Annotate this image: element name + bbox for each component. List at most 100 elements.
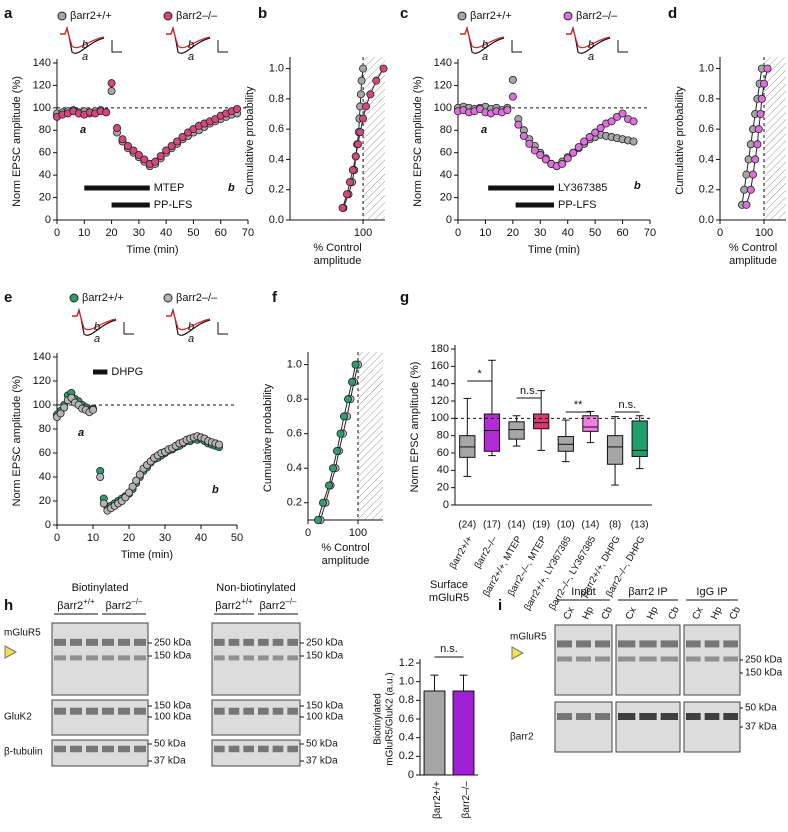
size-marker: 250 kDa: [154, 638, 192, 649]
band: [54, 707, 66, 715]
blot: [615, 701, 681, 753]
marker: [596, 124, 605, 133]
band: [228, 745, 240, 753]
band: [686, 640, 701, 648]
marker: [102, 108, 111, 117]
bar: [452, 690, 475, 776]
band: [576, 713, 591, 720]
genotype-superscript: +/+: [83, 597, 95, 606]
y-tick-label: 0.6: [269, 123, 284, 135]
y-tick-label: 0: [443, 499, 449, 511]
band: [214, 655, 225, 661]
trace-label: a: [94, 333, 100, 345]
band: [704, 640, 720, 648]
y-tick-label: 0.0: [269, 214, 284, 226]
x-axis-label: Time (min): [126, 244, 178, 256]
genotype-label: βarr2+/+: [215, 597, 253, 612]
y-tick-label: 60: [437, 447, 449, 459]
y-tick-label: 100: [33, 399, 51, 411]
size-marker: 250 kDa: [306, 638, 344, 649]
y-tick-label: 1.2: [399, 657, 414, 669]
band: [258, 707, 269, 715]
marker: [338, 203, 347, 212]
size-marker: 250 kDa: [745, 655, 783, 666]
band: [557, 713, 572, 720]
band: [272, 638, 284, 646]
band: [228, 638, 240, 646]
marker: [629, 117, 638, 126]
series-line: [320, 364, 359, 521]
band: [102, 745, 114, 753]
band: [70, 745, 82, 753]
x-tick-label: 60: [215, 227, 227, 239]
trace-label: a: [588, 51, 594, 63]
band: [618, 713, 636, 720]
shaded-region: [764, 57, 786, 220]
panel-label: a: [4, 5, 13, 22]
x-axis-label: amplitude: [322, 555, 370, 567]
significance-label: **: [574, 399, 583, 411]
drug-label: MTEP: [154, 182, 185, 194]
row-label: βarr2: [510, 732, 534, 743]
marker: [503, 106, 512, 115]
n-label: (14): [582, 520, 600, 531]
marker: [618, 109, 627, 118]
y-tick-label: 0.6: [699, 123, 714, 135]
x-tick-label: 40: [160, 227, 172, 239]
marker: [128, 482, 137, 491]
marker: [525, 139, 534, 148]
marker: [356, 90, 365, 99]
legend-marker: [69, 293, 79, 303]
marker: [508, 75, 517, 84]
y-tick-label: 0.4: [699, 153, 714, 165]
y-tick-label: 40: [437, 464, 449, 476]
x-tick-label: 100: [755, 227, 773, 239]
n-label: (8): [609, 520, 621, 531]
lane-label: Hp: [709, 605, 725, 622]
marker: [746, 140, 755, 149]
band: [595, 656, 610, 662]
y-tick-label: 1.0: [699, 62, 714, 74]
y-tick-label: 120: [33, 79, 51, 91]
trace: [166, 27, 211, 49]
x-tick-label: 0: [455, 227, 461, 239]
size-marker: 100 kDa: [306, 712, 344, 723]
marker: [178, 133, 187, 142]
y-tick-label: 40: [39, 169, 51, 181]
row-label: β-tubulin: [4, 747, 43, 758]
y-axis-label: Biotinylated: [373, 693, 384, 745]
drug-label: PP-LFS: [154, 199, 193, 211]
marker: [347, 377, 356, 386]
marker: [366, 90, 375, 99]
row-label: mGluR5: [4, 628, 41, 639]
y-axis-label: Norm EPSC amplitude (%): [11, 376, 23, 507]
marker: [140, 155, 149, 164]
marker: [754, 125, 763, 134]
marker: [574, 143, 583, 152]
marker: [173, 137, 182, 146]
annotation: b: [228, 182, 235, 194]
band: [243, 638, 254, 646]
lane-label: Cx: [690, 606, 705, 622]
n-label: (17): [483, 520, 501, 531]
band: [102, 638, 114, 646]
x-tick-label: 60: [616, 227, 628, 239]
legend-marker: [163, 11, 173, 21]
marker: [744, 155, 753, 164]
panel-label: d: [668, 5, 677, 22]
x-tick-label: 10: [78, 227, 90, 239]
legend-marker: [163, 293, 173, 303]
marker: [749, 170, 758, 179]
marker: [563, 154, 572, 163]
genotype-superscript: –/–: [131, 597, 143, 606]
band: [639, 656, 657, 662]
group-title: Biotinylated: [72, 582, 129, 594]
y-tick-label: 60: [39, 147, 51, 159]
y-tick-label: 0.2: [287, 497, 302, 509]
genotype-superscript: +/+: [241, 597, 253, 606]
panel-label: g: [400, 289, 409, 306]
x-tick-label: βarr2–/–: [461, 781, 472, 819]
panel-label: c: [400, 5, 408, 22]
y-axis-label: Norm EPSC amplitude (%): [409, 362, 421, 493]
blot: [51, 622, 149, 696]
